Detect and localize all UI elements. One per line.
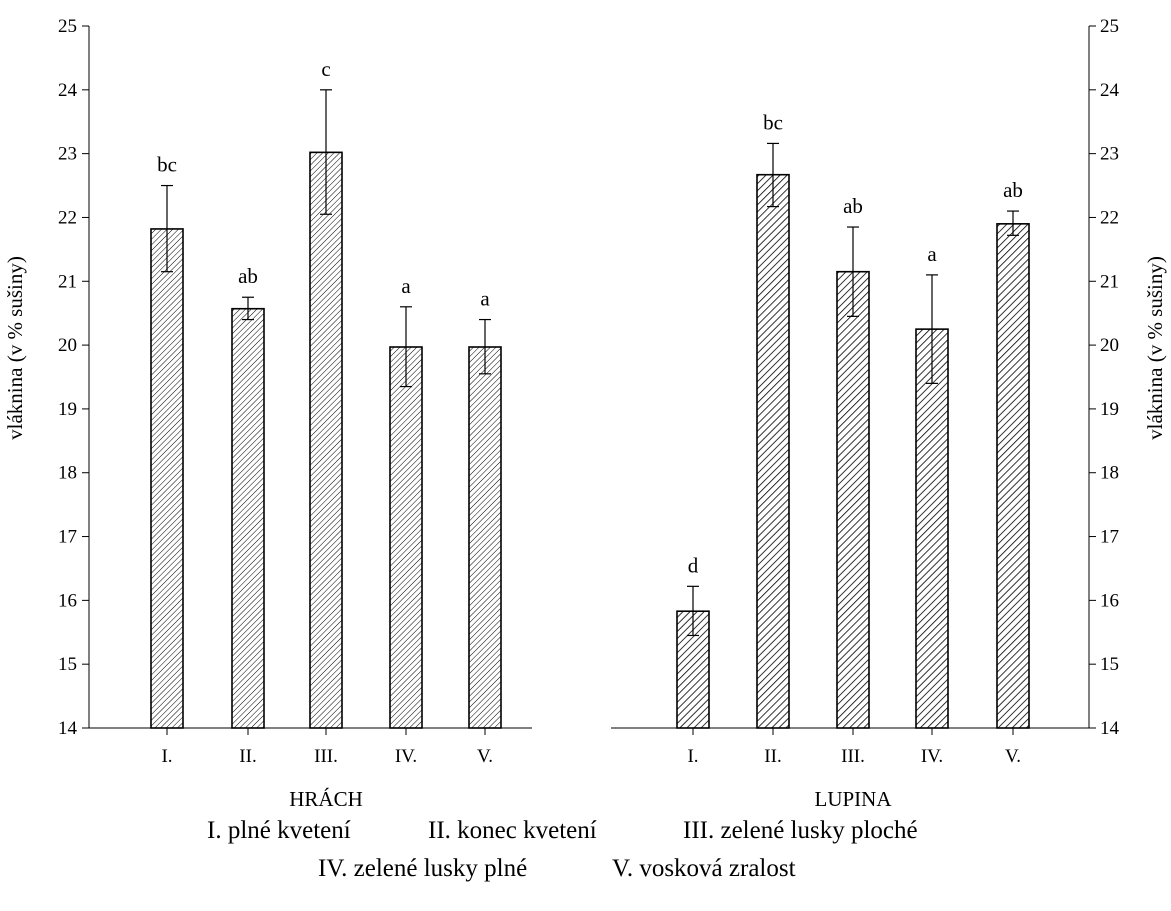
right-tick-label: 25: [1100, 16, 1119, 37]
bar: [996, 223, 1030, 729]
significance-label: ab: [238, 264, 258, 288]
category-label: II.: [239, 746, 256, 767]
panel-hrach: HRÁCH bc I. ab II. c III. a IV. a V.: [89, 57, 532, 811]
left-tick-label: 14: [58, 718, 78, 739]
y-axis-label-right: vláknina (v % sušiny): [1143, 256, 1167, 440]
category-label: IV.: [395, 746, 417, 767]
legend-item-2: II. konec kvetení: [428, 817, 597, 844]
left-tick-label: 21: [58, 271, 77, 292]
bar: [915, 328, 949, 729]
category-label: III.: [841, 746, 865, 767]
left-tick-label: 19: [58, 399, 77, 420]
right-tick-label: 24: [1100, 80, 1120, 101]
category-label: II.: [764, 746, 781, 767]
legend-item-3: III. zelené lusky ploché: [683, 817, 918, 844]
bar: [389, 346, 423, 729]
right-tick-label: 19: [1100, 399, 1119, 420]
panel-label: LUPINA: [815, 787, 893, 811]
legend-item-5: V. vosková zralost: [612, 855, 796, 882]
panel-lupina: LUPINA d I. bc II. ab III. a IV. ab V.: [611, 110, 1089, 811]
bar: [836, 270, 870, 729]
right-tick-label: 21: [1100, 271, 1119, 292]
category-label: III.: [314, 746, 338, 767]
panel-label: HRÁCH: [289, 787, 363, 811]
right-y-axis: 14 15 16 17 18 19 20 21 22 23 24 25: [1088, 16, 1120, 739]
bar: [309, 151, 343, 729]
category-label: V.: [1005, 746, 1021, 767]
left-tick-label: 25: [58, 16, 77, 37]
y-axis-label-left: vláknina (v % sušiny): [3, 256, 27, 440]
significance-label: bc: [157, 153, 177, 177]
bar: [150, 228, 184, 729]
right-tick-label: 20: [1100, 335, 1119, 356]
right-tick-label: 18: [1100, 463, 1119, 484]
significance-label: ab: [843, 194, 863, 218]
right-tick-label: 17: [1100, 527, 1119, 548]
bar: [231, 307, 265, 729]
bar: [468, 346, 502, 729]
left-tick-label: 22: [58, 207, 77, 228]
legend-item-1: I. plné kvetení: [207, 817, 351, 844]
significance-label: d: [688, 553, 699, 577]
category-label: V.: [477, 746, 493, 767]
right-tick-label: 16: [1100, 590, 1119, 611]
significance-label: ab: [1003, 178, 1023, 202]
category-label: I.: [161, 746, 172, 767]
left-y-axis: 14 15 16 17 18 19 20 21 22 23 24 25: [58, 16, 90, 739]
bar: [756, 173, 790, 729]
significance-label: a: [480, 287, 490, 311]
left-tick-label: 17: [58, 527, 77, 548]
significance-label: bc: [763, 110, 783, 134]
right-tick-label: 22: [1100, 207, 1119, 228]
left-tick-label: 24: [58, 80, 78, 101]
left-tick-label: 23: [58, 144, 77, 165]
right-tick-label: 14: [1100, 718, 1120, 739]
significance-label: a: [401, 274, 411, 298]
significance-label: a: [927, 242, 937, 266]
left-tick-label: 16: [58, 590, 77, 611]
category-label: IV.: [921, 746, 943, 767]
category-label: I.: [687, 746, 698, 767]
left-tick-label: 20: [58, 335, 77, 356]
legend-item-4: IV. zelené lusky plné: [318, 855, 527, 882]
significance-label: c: [321, 57, 330, 81]
left-tick-label: 15: [58, 654, 77, 675]
right-tick-label: 23: [1100, 144, 1119, 165]
left-tick-label: 18: [58, 463, 77, 484]
right-tick-label: 15: [1100, 654, 1119, 675]
